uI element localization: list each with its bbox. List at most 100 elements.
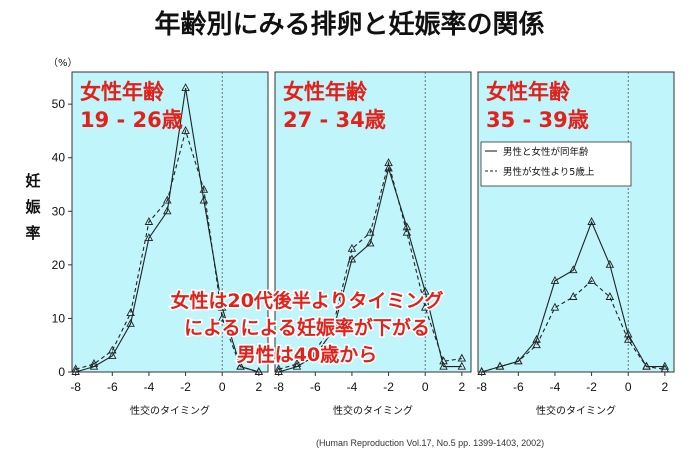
panel2-x-axis-label: 性交のタイミング <box>333 404 413 417</box>
panel3-x-tick-label: -4 <box>550 380 561 394</box>
panel2-series-2-point <box>329 318 338 327</box>
panel2-series-2-point <box>365 227 375 236</box>
panel2-series-2-point <box>384 158 393 167</box>
panel1-series-1-point <box>71 367 80 375</box>
panel1-y-tick-label: 50 <box>52 97 66 111</box>
panel2-series-1-point <box>311 350 320 359</box>
panel2-series-1-point <box>274 367 283 375</box>
panel1-series-2-point <box>71 364 80 373</box>
panel3-series-2-point <box>477 367 486 375</box>
legend-entry-1: 男性と女性が同年齢 <box>503 146 589 158</box>
panel2-series-1-point <box>329 324 338 333</box>
panel1-series-1-point <box>181 83 190 92</box>
panel3-series-2-point <box>660 364 670 373</box>
panel3-series-2-point <box>587 275 596 284</box>
panel3-series-1-point <box>605 259 615 268</box>
annotation-line-1: 女性は20代後半よりタイミング <box>170 289 443 312</box>
panel1-series-2-point <box>236 361 245 370</box>
legend-box <box>480 141 632 187</box>
panel3-x-axis-label: 性交のタイミング <box>536 404 616 417</box>
panel1-series-1-point <box>108 350 117 359</box>
legend-entry-2: 男性が女性より5歳上 <box>503 166 595 178</box>
panel1-series-2-point <box>108 345 117 354</box>
panel2-plot-area <box>274 71 472 373</box>
annotation-line-2: によるによる妊娠率が下がる <box>184 316 430 339</box>
panel1-series-2-point <box>217 313 227 322</box>
panel2-x-tick-label: -6 <box>310 380 321 394</box>
citation: (Human Reproduction Vol.17, No.5 pp. 139… <box>316 438 545 448</box>
panel2-series-1-point <box>347 254 357 263</box>
panel2-series-2-point <box>311 345 320 354</box>
panel2-x-tick-label: -2 <box>383 380 394 394</box>
panel3-series-2-point <box>568 292 578 300</box>
panel2-x-tick-label: -4 <box>347 380 358 394</box>
panel3-series-2-point <box>495 361 505 370</box>
panel3-series-2-point <box>623 334 633 343</box>
panel2-series-1-point <box>292 361 302 370</box>
panel1-y-tick-label: 0 <box>58 365 65 379</box>
panel1-series-2-point <box>144 217 154 225</box>
panel2-x-tick-label: 2 <box>458 380 465 394</box>
panel1-title-line-2: 19 - 26歳 <box>80 108 183 132</box>
panel2-title-line-2: 27 - 34歳 <box>283 108 386 132</box>
panel2-series-1-point <box>402 222 412 231</box>
panel3-series-2-point <box>605 292 615 300</box>
panel3-plot-area <box>477 71 675 373</box>
panel3-title-line-1: 女性年齢 <box>486 80 571 104</box>
panel3-title-line-2: 35 - 39歳 <box>486 108 589 132</box>
panel1-series-1-point <box>144 233 154 242</box>
panel1-series-1-point <box>162 206 172 215</box>
panel2-series-1-line <box>278 166 462 373</box>
panel3-series-2-point <box>532 340 541 349</box>
panel2-series-1-point <box>420 286 430 295</box>
panel1-series-1-point <box>126 318 135 327</box>
panel1-series-2-point <box>254 367 264 375</box>
panel2-title-line-1: 女性年齢 <box>283 80 368 104</box>
panel1-y-tick-label: 30 <box>52 204 66 218</box>
panel2-series-1-point <box>457 361 467 370</box>
panel3-series-2-point <box>514 356 523 365</box>
panel1-plot-area <box>71 71 269 373</box>
y-axis-label: 妊娠率 <box>25 172 41 242</box>
y-axis-unit: （%） <box>48 57 78 69</box>
panel1-x-tick-label: 0 <box>219 380 226 394</box>
annotation-line-3: 男性は40歳から <box>237 343 377 366</box>
panel1-series-2-point <box>162 195 172 204</box>
panel1-y-tick-label: 20 <box>52 258 66 272</box>
panel3-series-1-point <box>623 329 633 338</box>
panel3-series-2-point <box>550 302 560 311</box>
panel3-series-1-point <box>660 361 670 370</box>
panel1-series-2-point <box>181 125 190 134</box>
panel1-x-tick-label: -4 <box>144 380 155 394</box>
panel1-x-tick-label: 2 <box>255 380 262 394</box>
panel1-x-tick-label: -2 <box>180 380 191 394</box>
chart-title: 年齢別にみる排卵と妊娠率の関係 <box>154 10 545 40</box>
panel1-series-2-line <box>75 128 259 373</box>
panel2-series-2-point <box>420 302 430 311</box>
panel1-x-tick-label: -6 <box>107 380 118 394</box>
panel3-series-2-line <box>481 280 665 373</box>
panel1-series-1-line <box>75 88 259 373</box>
panel1-series-2-point <box>199 184 209 193</box>
panel2-x-tick-label: -8 <box>273 380 284 394</box>
panel2-series-2-line <box>278 160 462 370</box>
panel1-series-2-point <box>126 308 135 317</box>
panel2-series-1-point <box>439 361 448 370</box>
panel2-series-2-point <box>402 227 412 236</box>
panel2-series-1-point <box>365 238 375 247</box>
panel1-y-tick-label: 40 <box>52 151 66 165</box>
panel1-x-axis-label: 性交のタイミング <box>130 404 210 417</box>
panel3-series-1-point <box>587 217 596 225</box>
panel3-x-tick-label: -6 <box>513 380 524 394</box>
panel1-series-1-point <box>199 195 209 204</box>
panel3-series-1-point <box>532 334 541 343</box>
panel2-series-2-point <box>439 356 448 365</box>
panel2-x-tick-label: 0 <box>422 380 429 394</box>
panel1-series-2-point <box>89 359 99 367</box>
panel3-series-1-point <box>550 275 560 284</box>
panel2-series-2-point <box>274 364 283 373</box>
panel2-series-2-point <box>347 243 357 252</box>
panel1-title-line-1: 女性年齢 <box>80 80 165 104</box>
panel3-x-tick-label: -2 <box>586 380 597 394</box>
